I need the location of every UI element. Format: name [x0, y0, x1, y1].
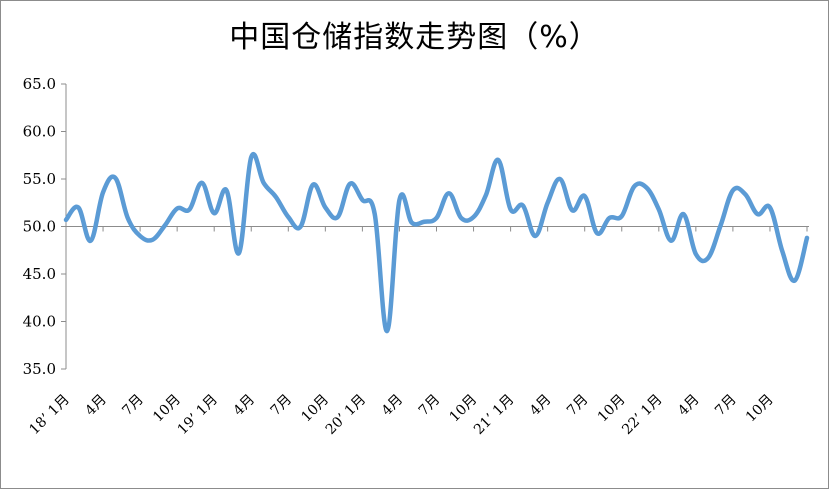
- x-tick-label: 10月: [298, 392, 332, 426]
- y-tick-label: 65.0: [23, 75, 56, 93]
- y-tick-label: 50.0: [23, 218, 56, 236]
- x-tick-label: 4月: [527, 392, 555, 420]
- x-tick-label: 7月: [119, 392, 147, 420]
- chart-title: 中国仓储指数走势图（%）: [229, 20, 600, 55]
- x-tick-label: 10月: [595, 392, 629, 426]
- x-tick-label: 10月: [743, 392, 777, 426]
- y-axis: 35.0 40.0 45.0 50.0 55.0 60.0 65.0: [23, 75, 67, 378]
- x-tick-label: 4月: [675, 392, 703, 420]
- x-tick-label: 18’ 1月: [26, 392, 72, 438]
- x-tick-label: 4月: [82, 392, 110, 420]
- x-tick-label: 4月: [231, 392, 259, 420]
- y-tick-label: 55.0: [23, 170, 56, 188]
- x-tick-label: 21’ 1月: [471, 392, 517, 438]
- y-tick-label: 45.0: [23, 265, 56, 283]
- x-tick-label: 7月: [268, 392, 296, 420]
- y-tick-label: 40.0: [23, 313, 56, 331]
- series-line: [63, 152, 810, 334]
- x-tick-label: 19’ 1月: [175, 392, 221, 438]
- x-tick-label: 10月: [447, 392, 481, 426]
- x-tick-label: 4月: [379, 392, 407, 420]
- x-tick-label: 20’ 1月: [323, 392, 369, 438]
- x-tick-label: 7月: [564, 392, 592, 420]
- y-tick-label: 60.0: [23, 123, 56, 141]
- x-tick-label: 22’ 1月: [619, 392, 665, 438]
- x-tick-label: 10月: [150, 392, 184, 426]
- x-tick-label: 7月: [416, 392, 444, 420]
- x-tick-label: 7月: [712, 392, 740, 420]
- y-tick-label: 35.0: [23, 360, 56, 378]
